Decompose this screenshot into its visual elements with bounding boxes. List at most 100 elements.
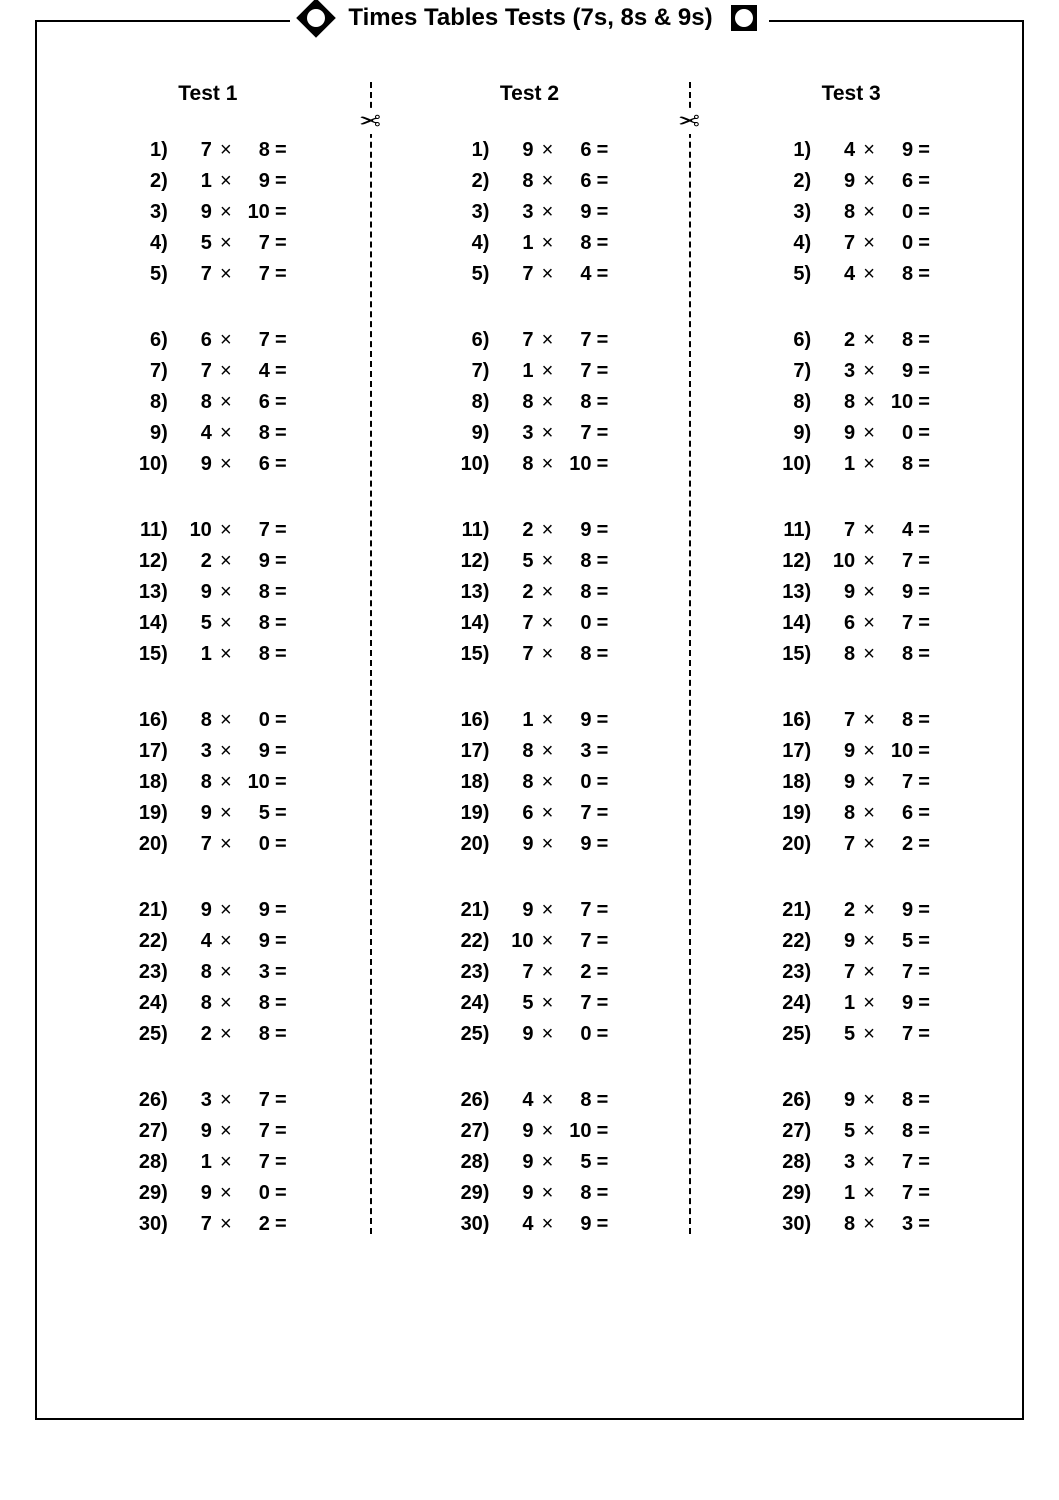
question-number: 12): [124, 551, 168, 571]
question-number: 10): [767, 454, 811, 474]
equals-icon: =: [591, 741, 613, 761]
question-group: 16)7×8=17)9×10=18)9×7=19)8×6=20)7×2=: [767, 710, 935, 854]
operand-a: 1: [489, 233, 533, 253]
times-icon: ×: [855, 900, 883, 920]
operand-b: 9: [240, 741, 270, 761]
operand-a: 8: [489, 454, 533, 474]
operand-a: 4: [168, 423, 212, 443]
times-icon: ×: [212, 392, 240, 412]
equals-icon: =: [270, 361, 292, 381]
operand-a: 7: [489, 613, 533, 633]
operand-b: 7: [240, 1121, 270, 1141]
equals-icon: =: [913, 361, 935, 381]
equals-icon: =: [913, 772, 935, 792]
question-row: 26)4×8=: [445, 1090, 613, 1110]
question-number: 7): [124, 361, 168, 381]
equals-icon: =: [591, 140, 613, 160]
equals-icon: =: [270, 202, 292, 222]
times-icon: ×: [212, 1121, 240, 1141]
question-row: 3)8×0=: [767, 202, 935, 222]
operand-a: 8: [811, 392, 855, 412]
question-row: 19)8×6=: [767, 803, 935, 823]
question-number: 19): [124, 803, 168, 823]
equals-icon: =: [913, 613, 935, 633]
equals-icon: =: [591, 520, 613, 540]
times-icon: ×: [533, 264, 561, 284]
operand-a: 7: [168, 361, 212, 381]
equals-icon: =: [270, 1152, 292, 1172]
operand-a: 8: [811, 1214, 855, 1234]
question-row: 12)5×8=: [445, 551, 613, 571]
operand-b: 7: [883, 551, 913, 571]
operand-a: 8: [168, 710, 212, 730]
operand-a: 7: [489, 962, 533, 982]
operand-a: 3: [489, 202, 533, 222]
title-bar: Times Tables Tests (7s, 8s & 9s): [37, 4, 1022, 32]
question-number: 4): [124, 233, 168, 253]
operand-a: 10: [168, 520, 212, 540]
test-column: Test 11)7×8=2)1×9=3)9×10=4)5×7=5)7×7=6)6…: [58, 82, 357, 1234]
times-icon: ×: [855, 1024, 883, 1044]
operand-b: 6: [883, 171, 913, 191]
operand-a: 9: [489, 140, 533, 160]
operand-a: 5: [489, 993, 533, 1013]
operand-a: 9: [811, 423, 855, 443]
operand-a: 7: [811, 834, 855, 854]
question-row: 15)1×8=: [124, 644, 292, 664]
question-row: 21)9×9=: [124, 900, 292, 920]
question-row: 30)8×3=: [767, 1214, 935, 1234]
question-row: 18)8×0=: [445, 772, 613, 792]
question-row: 19)6×7=: [445, 803, 613, 823]
times-icon: ×: [212, 962, 240, 982]
equals-icon: =: [270, 423, 292, 443]
question-row: 16)7×8=: [767, 710, 935, 730]
operand-b: 8: [883, 644, 913, 664]
times-icon: ×: [533, 741, 561, 761]
operand-a: 7: [811, 710, 855, 730]
equals-icon: =: [270, 772, 292, 792]
equals-icon: =: [270, 171, 292, 191]
operand-b: 7: [561, 993, 591, 1013]
question-number: 11): [445, 520, 489, 540]
operand-b: 7: [240, 264, 270, 284]
times-icon: ×: [212, 264, 240, 284]
question-row: 26)9×8=: [767, 1090, 935, 1110]
operand-a: 8: [168, 392, 212, 412]
question-number: 8): [445, 392, 489, 412]
question-row: 7)3×9=: [767, 361, 935, 381]
times-icon: ×: [212, 330, 240, 350]
operand-a: 8: [811, 803, 855, 823]
question-group: 6)6×7=7)7×4=8)8×6=9)4×8=10)9×6=: [124, 330, 292, 474]
question-number: 22): [445, 931, 489, 951]
times-icon: ×: [533, 1214, 561, 1234]
question-row: 17)9×10=: [767, 741, 935, 761]
equals-icon: =: [913, 644, 935, 664]
question-row: 5)4×8=: [767, 264, 935, 284]
times-icon: ×: [533, 520, 561, 540]
equals-icon: =: [913, 264, 935, 284]
question-number: 5): [767, 264, 811, 284]
question-row: 29)9×0=: [124, 1183, 292, 1203]
operand-b: 0: [883, 233, 913, 253]
question-row: 4)5×7=: [124, 233, 292, 253]
times-icon: ×: [533, 1024, 561, 1044]
operand-b: 9: [561, 202, 591, 222]
question-row: 24)1×9=: [767, 993, 935, 1013]
question-row: 2)8×6=: [445, 171, 613, 191]
operand-a: 7: [168, 834, 212, 854]
question-row: 30)4×9=: [445, 1214, 613, 1234]
operand-b: 0: [561, 613, 591, 633]
equals-icon: =: [913, 741, 935, 761]
operand-b: 7: [883, 962, 913, 982]
question-number: 3): [124, 202, 168, 222]
question-row: 11)2×9=: [445, 520, 613, 540]
question-number: 20): [124, 834, 168, 854]
diamond-icon: [297, 0, 337, 38]
question-row: 14)6×7=: [767, 613, 935, 633]
question-number: 23): [767, 962, 811, 982]
question-row: 9)4×8=: [124, 423, 292, 443]
operand-a: 1: [168, 644, 212, 664]
equals-icon: =: [270, 140, 292, 160]
equals-icon: =: [913, 993, 935, 1013]
operand-b: 9: [561, 520, 591, 540]
